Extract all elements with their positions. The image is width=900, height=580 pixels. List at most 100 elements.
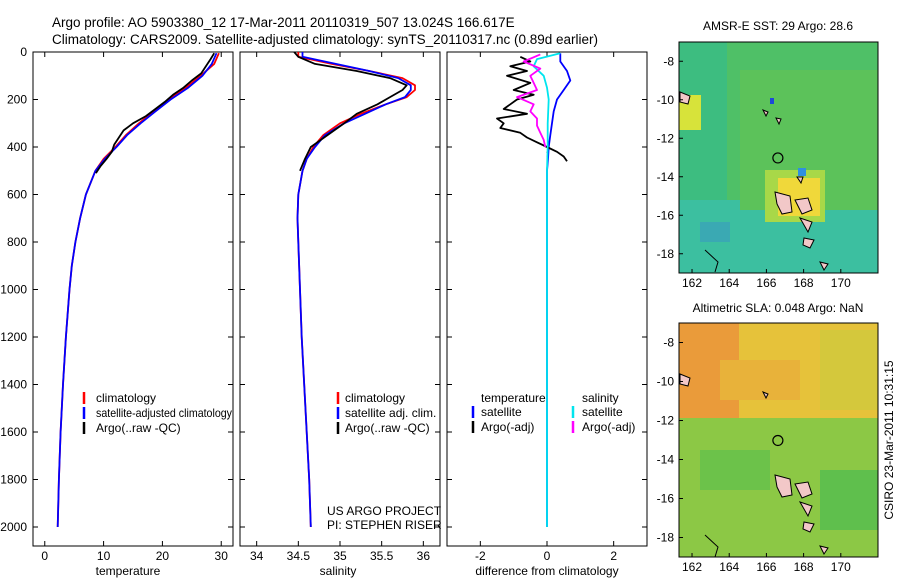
coast-island	[819, 545, 829, 555]
argo-position-marker	[772, 434, 784, 447]
difference-panel: -2 0 2 difference from climatology tempera…	[446, 51, 648, 578]
series-line-salinity-argo-adj	[516, 53, 547, 148]
temperature-x-axis: 0 10 20 30	[41, 52, 228, 563]
coast-island	[774, 474, 793, 498]
temperature-xlabel: temperature	[96, 564, 161, 578]
legend-label-climatology: climatology	[345, 391, 405, 405]
map-lon-label: 162	[682, 560, 702, 574]
map-lon-label: 166	[756, 560, 776, 574]
salinity-axes-frame	[239, 51, 441, 547]
sla-mid-east-field	[820, 330, 878, 410]
x-tick-label: 35.5	[370, 549, 394, 563]
sla-coastlines	[679, 373, 829, 557]
x-tick-label: 35	[333, 549, 347, 563]
sla-map-axes: 162 164 166 168 170 -8 -10 -12 -14 -16 -18	[657, 336, 851, 575]
map-lat-label: -12	[657, 414, 675, 428]
legend-label-temp-satellite: satellite	[481, 405, 522, 419]
x-tick-label: 30	[215, 549, 229, 563]
legend-label-climatology: climatology	[96, 391, 156, 405]
coast-island	[774, 191, 793, 215]
x-tick-label: 34.5	[287, 549, 311, 563]
depth-tick-label: 1000	[0, 283, 27, 297]
coast-island	[679, 373, 691, 387]
series-line-temperature-argo-adj	[496, 55, 568, 162]
legend-label-temp-argo: Argo(-adj)	[481, 420, 534, 434]
temperature-legend: climatology satellite-adjusted climatolo…	[82, 391, 232, 435]
map-lat-label: -14	[657, 170, 675, 184]
map-lat-label: -8	[663, 336, 674, 350]
map-lat-label: -16	[657, 208, 675, 222]
credit-pi: PI: STEPHEN RISER	[327, 518, 442, 532]
argo-position-marker	[772, 152, 784, 164]
depth-tick-label: 200	[7, 93, 27, 107]
map-lat-label: -8	[663, 54, 674, 68]
depth-tick-label: 1400	[0, 378, 27, 392]
series-line-argo-raw-qc	[293, 51, 408, 172]
difference-x-axis: -2 0 2	[447, 51, 647, 563]
difference-xlabel: difference from climatology	[475, 564, 618, 578]
sst-map-axes: 162 164 166 168 170 -8 -10 -12 -14 -16 -18	[657, 54, 851, 290]
coast-island	[798, 217, 813, 234]
map-lon-label: 170	[831, 560, 851, 574]
legend-label-sal-satellite: satellite	[582, 405, 623, 419]
depth-tick-label: 800	[7, 235, 27, 249]
map-lat-label: -18	[657, 247, 675, 261]
map-lat-label: -18	[657, 531, 675, 545]
credit-project: US ARGO PROJECT	[327, 504, 442, 518]
map-lon-label: 164	[719, 276, 739, 290]
depth-tick-label: 2000	[0, 520, 27, 534]
map-lat-label: -14	[657, 453, 675, 467]
salinity-xlabel: salinity	[320, 564, 357, 578]
map-lon-label: 166	[756, 276, 776, 290]
series-line-argo-raw-qc	[95, 52, 215, 174]
map-lat-label: -10	[657, 93, 675, 107]
salinity-series-group	[293, 51, 416, 528]
x-tick-label: 0	[41, 549, 48, 563]
sla-low-patch	[700, 450, 770, 490]
sst-cold-pixel	[770, 98, 774, 104]
sst-cold-pixel-2	[798, 168, 806, 176]
coast-island	[775, 117, 782, 126]
legend-label-satellite: satellite adj. clim.	[345, 406, 436, 420]
map-lon-label: 168	[794, 560, 814, 574]
sst-cool-patch	[700, 222, 730, 242]
title-line-1: Argo profile: AO 5903380_12 17-Mar-2011 …	[52, 15, 515, 30]
x-tick-label: -2	[475, 549, 486, 563]
legend-label-satellite: satellite-adjusted climatology	[96, 406, 232, 420]
sla-map-title: Altimetric SLA: 0.048 Argo: NaN	[693, 301, 864, 315]
salinity-panel: 34 34.5 35 35.5 36 salinity climatology sate…	[239, 51, 442, 578]
depth-tick-label: 0	[20, 45, 27, 59]
sla-high-center-field	[720, 360, 800, 400]
depth-tick-label: 600	[7, 188, 27, 202]
map-lon-label: 170	[831, 276, 851, 290]
sst-warm-west-patch	[679, 95, 701, 130]
coast-island	[798, 501, 813, 518]
salinity-x-axis: 34 34.5 35 35.5 36	[240, 51, 440, 563]
legend-head-salinity: salinity	[582, 391, 619, 405]
x-tick-label: 36	[417, 549, 431, 563]
temperature-panel: 0 200 400 600 800 1000 1200 1400 1600 1800 2000 0 1…	[0, 45, 234, 578]
difference-series-group	[496, 52, 572, 527]
coast-line	[704, 249, 719, 273]
coast-island	[819, 261, 829, 271]
coast-line	[704, 534, 719, 557]
sla-heatmap	[679, 323, 878, 557]
x-tick-label: 34	[250, 549, 264, 563]
salinity-legend: climatology satellite adj. clim. Argo(..…	[336, 391, 436, 435]
series-line-satellite-adjusted-climatology	[56, 52, 218, 528]
legend-label-argo: Argo(..raw -QC)	[96, 421, 181, 435]
series-line-salinity-satellite	[532, 52, 561, 527]
map-lon-label: 162	[682, 276, 702, 290]
sla-map-panel: Altimetric SLA: 0.048 Argo: NaN 162 164 16…	[657, 301, 879, 575]
sst-coastlines	[679, 91, 829, 273]
sst-heatmap	[679, 42, 878, 273]
coast-island	[794, 481, 813, 499]
map-lat-label: -12	[657, 131, 675, 145]
difference-legend: temperature salinity satellite satellite…	[471, 391, 635, 434]
coast-island	[761, 391, 769, 400]
sst-map-frame	[678, 41, 879, 274]
map-lat-label: -16	[657, 492, 675, 506]
coast-island	[794, 197, 813, 215]
timestamp-stamp: CSIRO 23-Mar-2011 10:31:15	[882, 360, 896, 520]
